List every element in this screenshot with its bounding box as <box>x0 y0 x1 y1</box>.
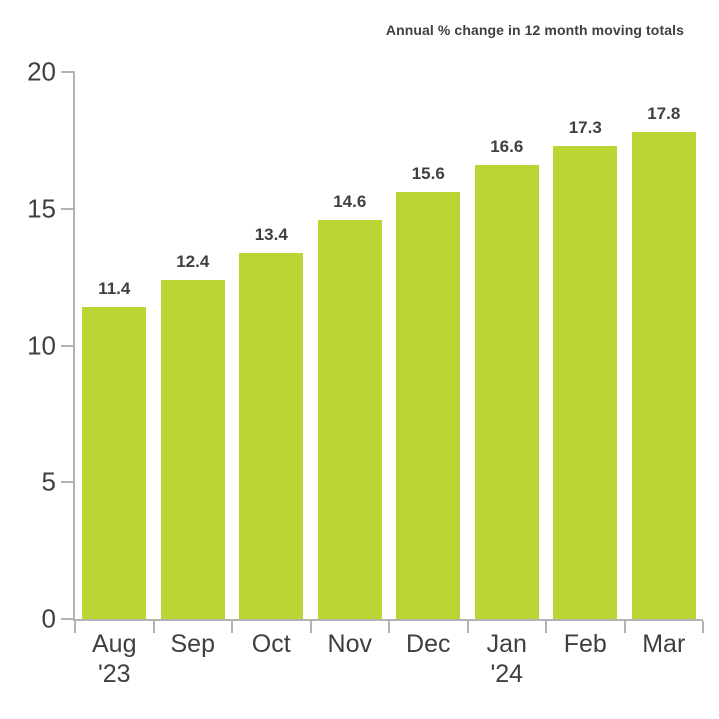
y-axis-tick-label: 5 <box>41 466 56 497</box>
bar-value-label: 13.4 <box>254 224 288 244</box>
y-axis-tick-label: 0 <box>41 603 56 634</box>
bar-sep <box>160 279 225 619</box>
x-axis-category-label: Dec <box>406 630 451 658</box>
chart-title: Annual % change in 12 month moving total… <box>385 22 684 38</box>
x-axis-category-label: Sep <box>170 630 215 658</box>
x-axis-tick-mark <box>623 621 626 633</box>
bar-aug <box>82 307 147 619</box>
x-axis-category-label: Mar <box>642 630 686 658</box>
x-axis-category-label: Aug '23 <box>92 630 137 688</box>
y-axis-tick-mark <box>61 207 75 210</box>
y-axis-tick-label: 15 <box>27 193 56 224</box>
x-axis-category-label: Feb <box>563 630 607 658</box>
x-axis-tick-mark <box>466 621 469 633</box>
plot-area: 11.4 Aug '23 12.4 Sep 13.4 Oct 14.6 Nov 15.6 Dec 16… <box>73 72 704 688</box>
y-axis-tick-label: 20 <box>27 56 56 87</box>
x-axis-tick-mark <box>702 621 704 633</box>
x-axis-tick-mark <box>545 621 547 633</box>
x-axis-tick-mark <box>152 621 155 633</box>
bar-value-label: 11.4 <box>98 279 131 299</box>
bar-value-label: 12.4 <box>176 251 210 271</box>
y-axis-tick-mark <box>61 618 75 620</box>
x-axis-tick-mark <box>74 621 76 633</box>
y-axis-tick-mark <box>61 71 75 73</box>
x-axis-category-label: Jan '24 <box>486 630 527 688</box>
bar-value-label: 17.8 <box>647 104 681 124</box>
y-axis-tick-mark <box>61 481 75 484</box>
x-axis-tick-mark <box>309 621 312 633</box>
bar-value-label: 17.3 <box>568 117 602 137</box>
bar-value-label: 15.6 <box>411 164 445 184</box>
bar-value-label: 16.6 <box>490 137 524 156</box>
bar-feb <box>553 145 618 619</box>
x-axis-category-label: Nov <box>327 630 372 658</box>
bar-nov <box>317 219 382 619</box>
x-axis-line <box>73 619 703 621</box>
bar-dec <box>396 192 461 619</box>
y-axis-tick-label: 10 <box>27 330 56 360</box>
x-axis-tick-mark <box>231 621 233 633</box>
bar-oct <box>239 252 304 619</box>
y-axis-tick-mark <box>61 344 75 347</box>
x-axis-category-label: Oct <box>251 630 291 658</box>
bar-mar <box>631 132 696 619</box>
bar-jan <box>474 165 539 619</box>
x-axis-tick-mark <box>388 621 390 633</box>
bar-value-label: 14.6 <box>333 191 367 211</box>
